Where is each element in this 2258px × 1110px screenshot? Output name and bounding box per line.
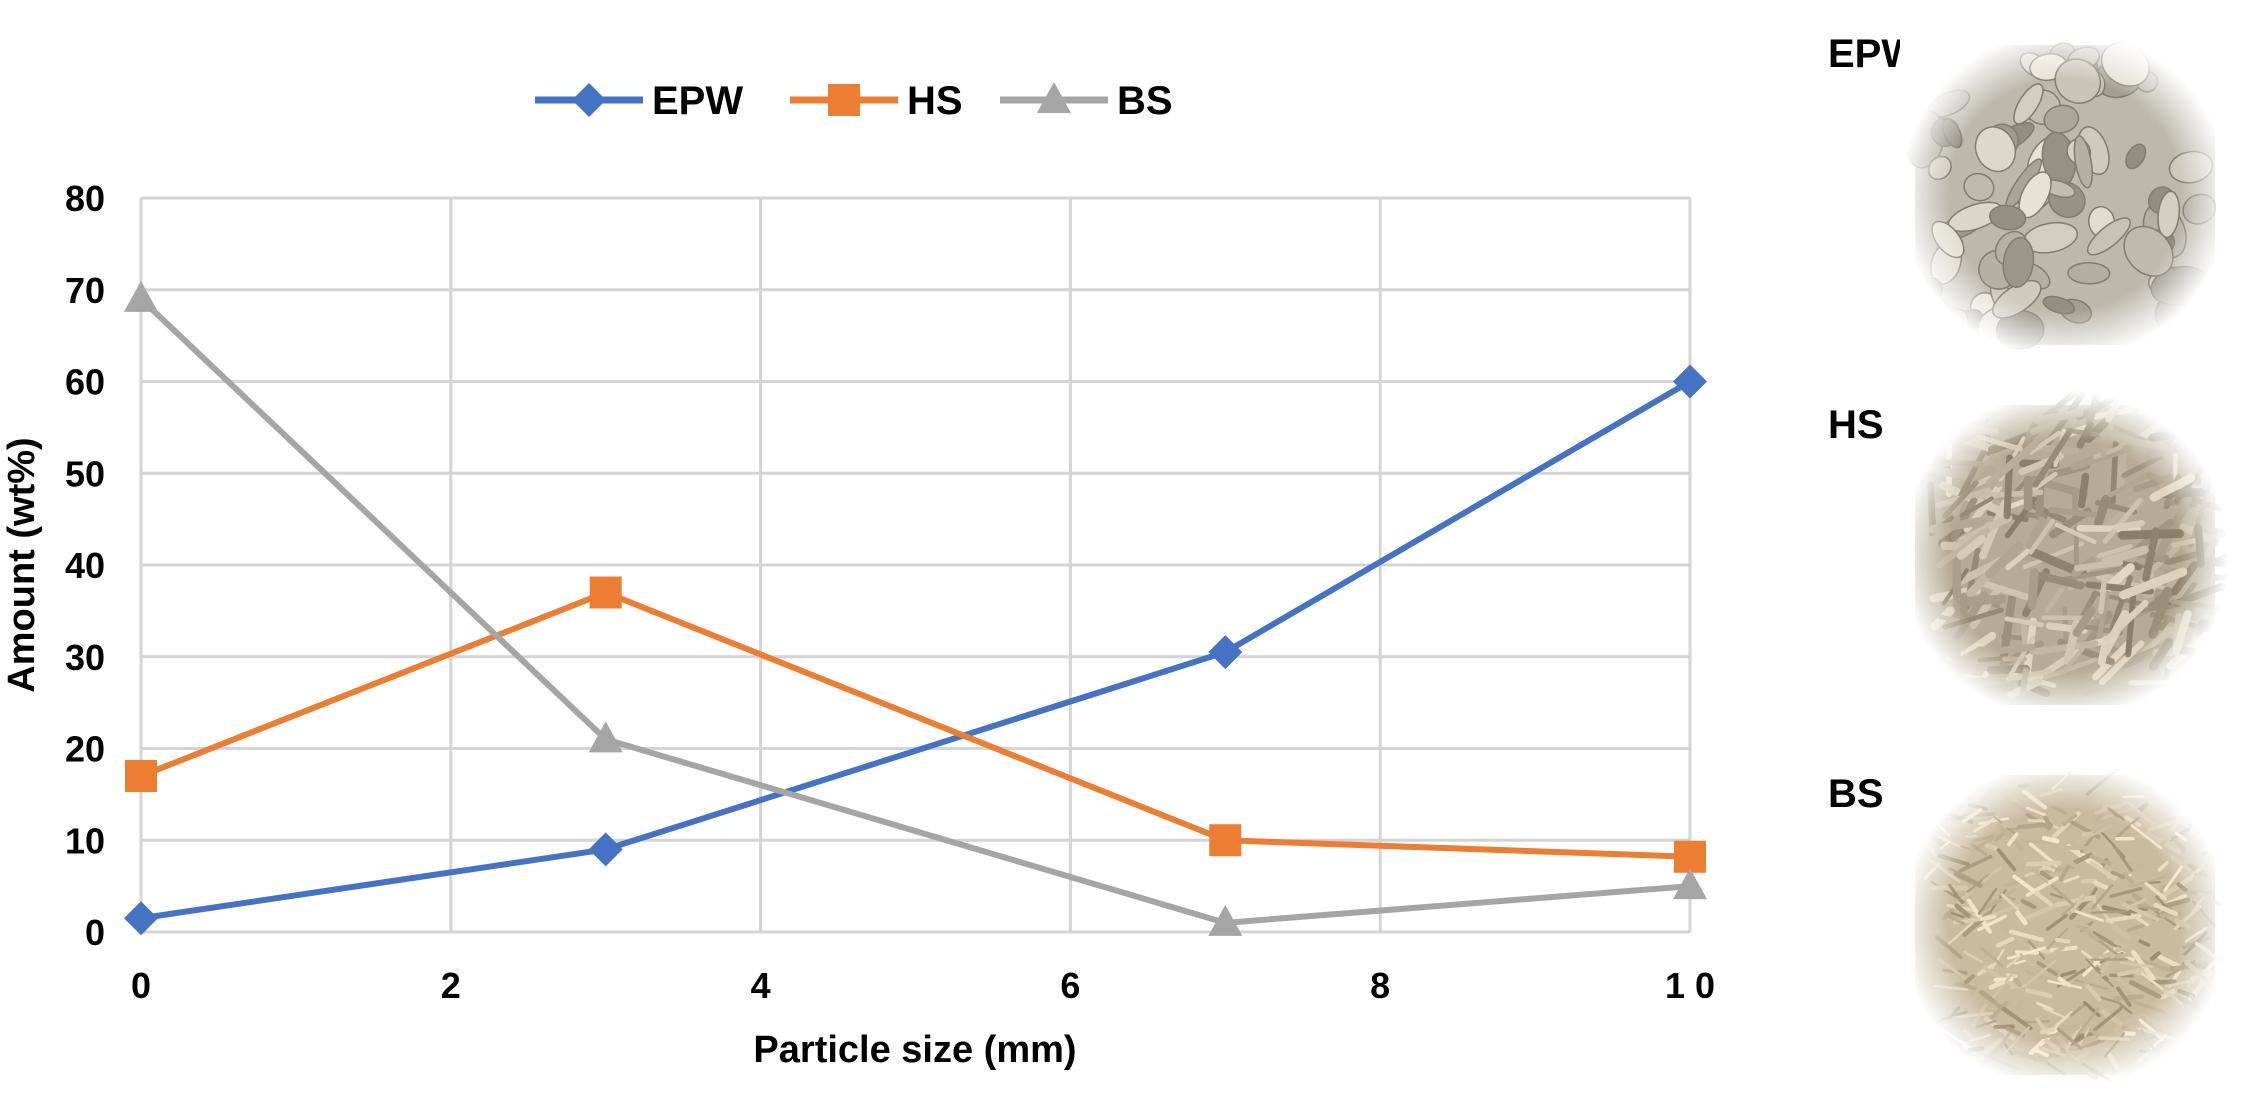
bs-point-7 xyxy=(1208,904,1243,936)
bs-point-3 xyxy=(588,721,623,753)
epw-series-line xyxy=(140,378,1692,922)
hs-sample-photo xyxy=(1900,390,2230,720)
series-markers xyxy=(124,280,1707,936)
x-tick-label-10: 1 0 xyxy=(1665,965,1715,1006)
x-tick-labels: 0 2 4 6 8 1 0 xyxy=(131,965,1715,1006)
y-tick-label-20: 20 xyxy=(65,729,105,770)
epw-sample-photo xyxy=(1900,30,2230,360)
bs-sample-photo xyxy=(1900,760,2230,1090)
sample-label-bs: BS xyxy=(1828,772,1884,816)
legend-label-epw: EPW xyxy=(652,79,743,123)
epw-point-7 xyxy=(1208,635,1243,670)
x-tick-label-2: 2 xyxy=(441,965,461,1006)
sample-vignette xyxy=(1900,390,2230,720)
x-axis-title: Particle size (mm) xyxy=(753,1029,1076,1071)
y-tick-labels: 0 10 20 30 40 50 60 70 80 xyxy=(65,178,105,953)
bs-point-0 xyxy=(124,280,158,312)
x-tick-label-4: 4 xyxy=(751,965,771,1006)
legend-marker-hs xyxy=(828,84,860,116)
series-lines xyxy=(138,296,1692,926)
hs-point-10 xyxy=(1674,840,1706,873)
legend: EPW HS BS xyxy=(535,79,1173,123)
gridlines xyxy=(139,196,1692,934)
sample-label-hs: HS xyxy=(1828,403,1884,447)
legend-label-hs: HS xyxy=(907,79,963,123)
y-axis-title: Amount (wt%) xyxy=(1,437,43,692)
y-tick-label-50: 50 xyxy=(65,453,105,494)
x-tick-label-8: 8 xyxy=(1370,965,1390,1006)
y-tick-label-40: 40 xyxy=(65,545,105,586)
epw-point-10 xyxy=(1673,364,1707,399)
hs-point-7 xyxy=(1209,824,1242,857)
y-tick-label-0: 0 xyxy=(85,912,105,953)
bs-point-10 xyxy=(1673,868,1707,900)
y-tick-label-60: 60 xyxy=(65,362,105,403)
legend-marker-bs xyxy=(1037,82,1071,113)
x-tick-label-0: 0 xyxy=(131,965,151,1006)
bs-series-line xyxy=(138,296,1691,926)
epw-point-3 xyxy=(588,832,623,867)
sample-vignette xyxy=(1900,760,2230,1090)
legend-marker-epw xyxy=(572,83,606,117)
epw-point-0 xyxy=(124,901,158,936)
y-tick-label-70: 70 xyxy=(65,270,105,311)
y-tick-label-30: 30 xyxy=(65,637,105,678)
hs-point-3 xyxy=(589,576,622,609)
y-tick-label-80: 80 xyxy=(65,178,105,219)
sample-vignette xyxy=(1900,30,2230,360)
x-tick-label-6: 6 xyxy=(1060,965,1080,1006)
hs-series-line xyxy=(139,589,1691,860)
y-tick-label-10: 10 xyxy=(65,820,105,861)
hs-point-0 xyxy=(125,760,157,793)
legend-label-bs: BS xyxy=(1117,79,1173,123)
